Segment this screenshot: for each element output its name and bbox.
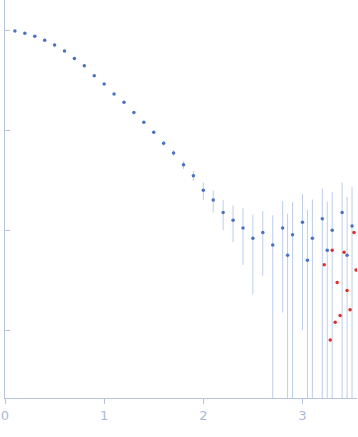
svg-text:2: 2: [199, 408, 207, 423]
svg-text:1: 1: [100, 408, 108, 423]
svg-text:3: 3: [298, 408, 306, 423]
svg-text:0: 0: [1, 408, 9, 423]
